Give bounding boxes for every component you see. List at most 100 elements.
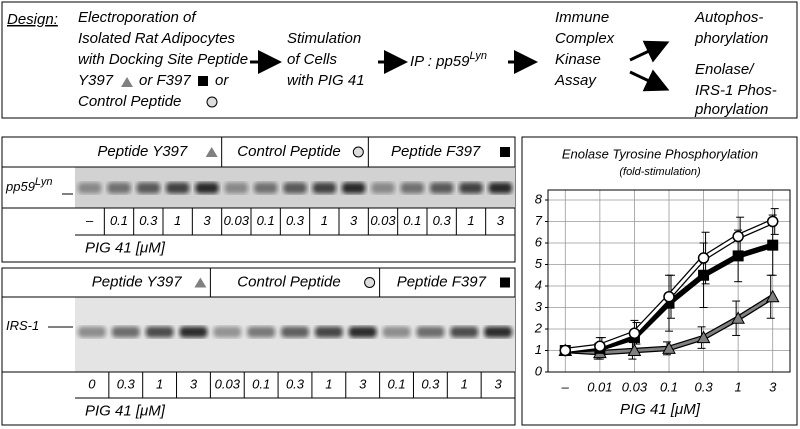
lane-label: 1 — [321, 213, 328, 228]
lane-label: 0.03 — [224, 213, 250, 228]
chart: Enolase Tyrosine Phosphorylation (fold-st… — [521, 136, 798, 426]
circle-icon — [206, 96, 218, 108]
band — [179, 326, 208, 338]
x-axis-label: PIG 41 [μM] — [620, 401, 701, 418]
band — [342, 182, 366, 194]
x-axis-label: PIG 41 [μM] — [85, 239, 166, 256]
lane-label: – — [85, 213, 94, 228]
x-tick-label: 0.01 — [587, 379, 612, 394]
lane-label: 0.1 — [252, 376, 270, 391]
band — [314, 326, 343, 338]
arrow — [629, 40, 670, 63]
marker — [627, 343, 642, 356]
row-label: pp59Lyn — [5, 176, 52, 195]
lane-label: 0.03 — [215, 376, 241, 391]
marker — [559, 344, 572, 357]
row-label: IRS-1 — [6, 318, 39, 333]
x-tick-label: 1 — [735, 379, 742, 394]
y-tick-label: 2 — [534, 320, 543, 335]
row-label-text: pp59 — [5, 179, 35, 194]
lane-label: 3 — [203, 213, 211, 228]
band — [166, 182, 190, 194]
band — [459, 182, 483, 194]
lane-label: 0.03 — [370, 213, 396, 228]
marker — [662, 341, 676, 354]
marker — [731, 311, 745, 324]
band — [281, 326, 309, 338]
superscript: Lyn — [470, 50, 488, 62]
y-tick-label: 7 — [535, 213, 543, 228]
plot-frame — [547, 189, 791, 373]
step-text: of Cells — [287, 51, 338, 68]
circle-icon — [352, 146, 364, 158]
step-text: with PIG 41 — [287, 72, 365, 89]
triangle-icon — [205, 147, 218, 157]
y-tick-label: 5 — [535, 256, 543, 271]
band — [416, 326, 445, 338]
step-1: Electroporation of Isolated Rat Adipocyt… — [78, 9, 248, 110]
group-label: Control Peptide — [237, 273, 340, 290]
band — [400, 182, 424, 194]
lane-label: 1 — [325, 376, 332, 391]
step-text: Stimulation — [287, 30, 361, 47]
step-text: with Docking Site Peptide — [78, 51, 248, 68]
band — [78, 182, 102, 194]
step-text: Control Peptide — [78, 93, 181, 110]
step-text: Assay — [554, 72, 597, 89]
band — [213, 326, 242, 338]
step-text: Kinase — [555, 51, 601, 68]
marker — [765, 289, 780, 303]
marker — [698, 269, 710, 281]
marker — [628, 327, 641, 340]
lane-label: 0.1 — [403, 213, 421, 228]
lane-label: 0.3 — [139, 213, 158, 228]
lane-label: 0.3 — [421, 376, 440, 391]
step-text: Immune — [555, 9, 609, 26]
lane-label: 0.1 — [257, 213, 275, 228]
y-tick-label: 6 — [535, 234, 543, 249]
band — [224, 182, 248, 194]
step-text: phorylation — [694, 101, 768, 118]
group-label: Peptide F397 — [397, 273, 487, 290]
square-icon — [198, 76, 208, 86]
step-text: Electroporation of — [78, 9, 197, 26]
lane-label: 0.3 — [117, 376, 136, 391]
design-box — [1, 1, 798, 119]
band — [247, 326, 276, 338]
band — [382, 326, 411, 338]
lane-label: 3 — [359, 376, 367, 391]
step-text: Enolase/ — [695, 61, 755, 78]
marker — [732, 230, 744, 243]
band — [283, 182, 307, 194]
y-tick-label: 8 — [535, 191, 543, 206]
band — [312, 182, 336, 194]
lane-label: 0.3 — [286, 376, 305, 391]
marker — [767, 239, 779, 251]
marker — [696, 330, 711, 344]
x-tick-label: 0.3 — [695, 379, 714, 394]
lane-label: 1 — [156, 376, 163, 391]
chart-title: Enolase Tyrosine Phosphorylation — [562, 146, 758, 161]
group-label: Peptide Y397 — [92, 273, 182, 290]
band — [348, 326, 377, 338]
step-text: IP : pp59 — [410, 53, 470, 70]
marker — [663, 291, 675, 303]
y-tick-label: 4 — [535, 277, 542, 292]
lane-label: 0.1 — [387, 376, 405, 391]
circle-icon — [364, 277, 376, 288]
x-tick-label: 0.03 — [622, 379, 648, 394]
band — [450, 326, 479, 338]
band — [195, 182, 219, 194]
step-text: or F397 — [139, 72, 191, 89]
lane-label: 1 — [174, 213, 181, 228]
band — [484, 326, 512, 338]
blots: Peptide Y397 – 0.1 0.3 1 3 Control Peptide 0.03… — [1, 136, 516, 426]
lane-label: 0.3 — [433, 213, 452, 228]
group-label: Peptide F397 — [391, 143, 481, 160]
chart-subtitle: (fold-stimulation) — [619, 166, 701, 178]
step-text: Isolated Rat Adipocytes — [78, 30, 236, 47]
square-icon — [500, 277, 510, 288]
lane-label: 1 — [461, 376, 468, 391]
lane-label: 0 — [88, 376, 96, 391]
